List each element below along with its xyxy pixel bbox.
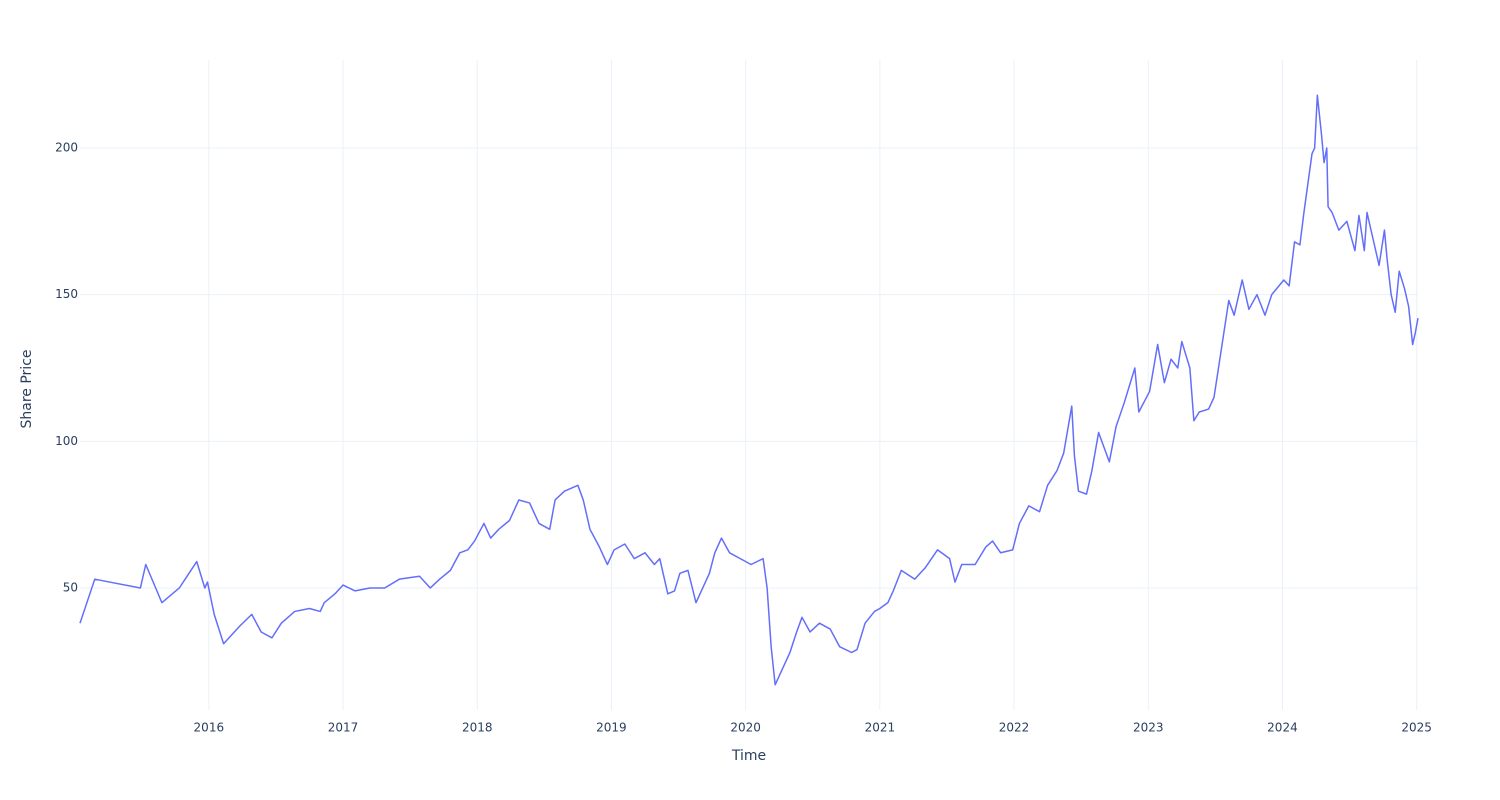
x-tick-label: 2020 [730,721,761,735]
y-axis-label: Share Price [19,349,35,428]
x-axis-label: Time [731,748,766,764]
price-line [79,94,1419,686]
y-tick-label: 100 [55,434,78,448]
x-tick-label: 2019 [596,721,627,735]
x-tick-label: 2022 [999,721,1030,735]
x-tick-label: 2025 [1401,721,1432,735]
x-tick-label: 2021 [865,721,896,735]
x-tick-label: 2024 [1267,721,1298,735]
y-tick-label: 200 [55,140,78,154]
y-tick-label: 50 [63,580,78,594]
x-tick-label: 2017 [328,721,359,735]
x-tick-label: 2016 [194,721,225,735]
y-tick-label: 150 [55,287,78,301]
x-tick-label: 2018 [462,721,493,735]
x-tick-label: 2023 [1133,721,1164,735]
